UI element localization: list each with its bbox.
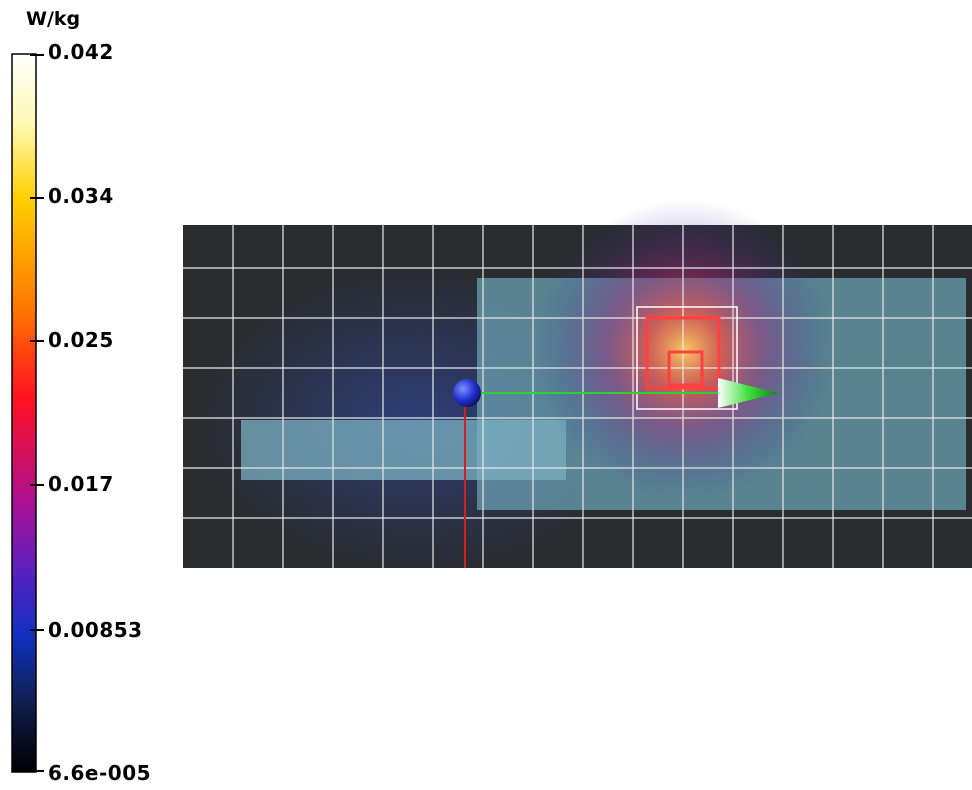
probe-box <box>636 306 738 410</box>
colorbar <box>11 53 37 773</box>
colorbar-label: 0.034 <box>48 184 114 208</box>
antenna-body <box>241 420 566 480</box>
colorbar-label: 0.025 <box>48 328 114 352</box>
sar-hotspot <box>535 200 835 500</box>
axis-arrow <box>718 378 778 408</box>
peak-cube <box>667 350 704 387</box>
origin-sphere <box>453 379 481 407</box>
colorbar-label: 0.042 <box>48 40 114 64</box>
averaging-cube <box>645 316 721 390</box>
colorbar-label: 0.00853 <box>48 618 143 642</box>
grid <box>183 225 972 568</box>
colorbar-label: 6.6e-005 <box>48 761 152 785</box>
colorbar-ticks <box>30 54 44 772</box>
unit: W/kg <box>26 8 81 30</box>
colorbar-label: 0.017 <box>48 472 114 496</box>
